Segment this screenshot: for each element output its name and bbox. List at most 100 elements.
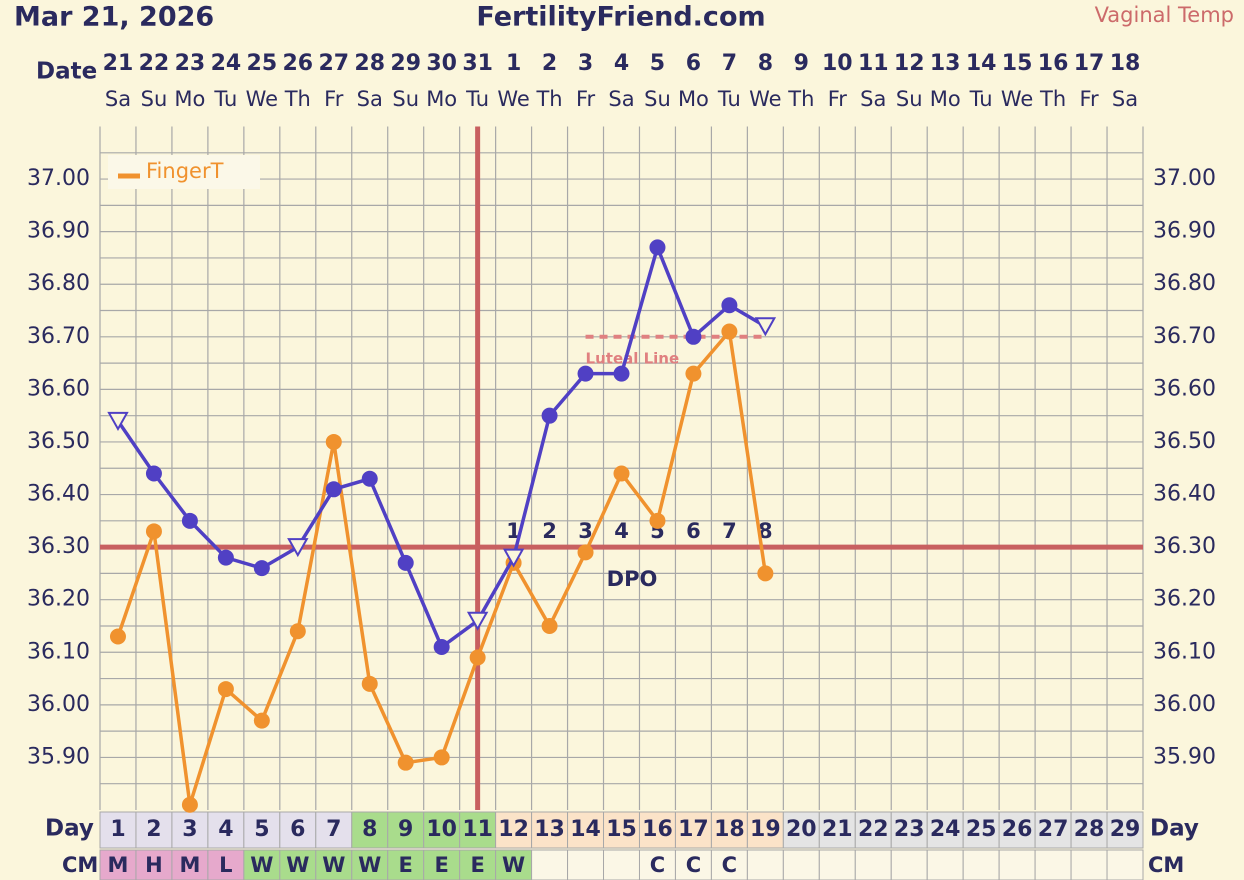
weekday-label: We bbox=[1001, 87, 1033, 111]
weekday-label: Fr bbox=[324, 87, 344, 111]
point-marker bbox=[397, 754, 414, 771]
day-cell bbox=[279, 811, 317, 849]
cm-value: E bbox=[434, 853, 448, 877]
weekday-label: We bbox=[497, 87, 529, 111]
day-number: 8 bbox=[362, 817, 377, 842]
day-number: 27 bbox=[1038, 817, 1069, 842]
cm-cell bbox=[854, 849, 892, 880]
date-label: 17 bbox=[1074, 51, 1105, 76]
point-marker bbox=[109, 628, 126, 645]
point-marker bbox=[433, 749, 450, 766]
point-marker bbox=[287, 538, 309, 558]
chart-date: Mar 21, 2026 bbox=[14, 2, 214, 33]
point-marker bbox=[181, 512, 198, 529]
weekday-label: Th bbox=[535, 87, 562, 111]
cm-cell bbox=[315, 849, 353, 880]
cm-cell bbox=[746, 849, 784, 880]
date-label: 14 bbox=[966, 51, 997, 76]
day-number: 28 bbox=[1074, 817, 1105, 842]
series-line bbox=[116, 327, 768, 806]
date-label: 30 bbox=[426, 51, 457, 76]
date-label: 10 bbox=[822, 51, 853, 76]
weekday-label: We bbox=[749, 87, 781, 111]
weekday-label: Tu bbox=[213, 87, 237, 111]
date-label: 8 bbox=[758, 51, 773, 76]
date-label: 13 bbox=[930, 51, 961, 76]
point-marker bbox=[466, 611, 489, 631]
point-marker bbox=[613, 465, 630, 482]
date-label: 16 bbox=[1038, 51, 1069, 76]
dpo-number: 4 bbox=[614, 519, 629, 543]
dpo-label: DPO bbox=[607, 567, 658, 591]
weekday-label: Tu bbox=[717, 87, 741, 111]
point-marker bbox=[217, 549, 234, 566]
weekday-label: Fr bbox=[1079, 87, 1099, 111]
point-marker bbox=[649, 239, 666, 256]
weekday-label: Th bbox=[284, 87, 311, 111]
day-number: 29 bbox=[1110, 817, 1141, 842]
y-tick-label: 36.80 bbox=[1153, 271, 1216, 296]
weekday-label: Mo bbox=[930, 87, 961, 111]
day-cell bbox=[135, 811, 173, 849]
date-label: 5 bbox=[650, 51, 665, 76]
cm-value: W bbox=[322, 853, 345, 877]
point-marker bbox=[469, 649, 486, 666]
date-label: 26 bbox=[282, 51, 313, 76]
cm-cell bbox=[567, 849, 605, 880]
cm-cell bbox=[962, 849, 1000, 880]
cm-cell bbox=[1070, 849, 1108, 880]
point-marker bbox=[181, 796, 198, 813]
weekday-label: Tu bbox=[969, 87, 993, 111]
y-tick-label: 36.90 bbox=[1153, 219, 1216, 244]
date-label: 21 bbox=[103, 51, 134, 76]
dpo-number: 3 bbox=[578, 519, 593, 543]
cm-cell bbox=[638, 849, 676, 880]
day-number: 19 bbox=[750, 817, 781, 842]
day-number: 9 bbox=[398, 817, 413, 842]
day-cell bbox=[926, 811, 964, 849]
point-marker bbox=[577, 544, 594, 561]
y-tick-label: 35.90 bbox=[27, 744, 90, 769]
weekday-label: Fr bbox=[576, 87, 596, 111]
day-number: 22 bbox=[858, 817, 889, 842]
cm-cell bbox=[171, 849, 209, 880]
legend-label: FingerT bbox=[146, 159, 224, 183]
cm-value: E bbox=[470, 853, 484, 877]
date-label: 9 bbox=[794, 51, 809, 76]
day-number: 18 bbox=[714, 817, 745, 842]
day-number: 14 bbox=[570, 817, 601, 842]
day-number: 16 bbox=[642, 817, 673, 842]
point-marker bbox=[577, 365, 594, 382]
day-cell bbox=[603, 811, 640, 849]
y-tick-label: 36.60 bbox=[1153, 376, 1216, 401]
point-marker bbox=[721, 323, 738, 340]
point-marker bbox=[253, 712, 270, 729]
date-label: 15 bbox=[1002, 51, 1033, 76]
cm-cell bbox=[1034, 849, 1072, 880]
point-marker bbox=[253, 560, 270, 577]
date-label: 23 bbox=[175, 51, 206, 76]
point-marker bbox=[757, 565, 774, 582]
day-number: 4 bbox=[218, 817, 233, 842]
day-cell bbox=[423, 811, 461, 849]
y-tick-label: 36.70 bbox=[1153, 324, 1216, 349]
day-cell bbox=[638, 811, 676, 849]
y-tick-label: 36.50 bbox=[1153, 429, 1216, 454]
weekday-label: We bbox=[246, 87, 278, 111]
weekday-label: Fr bbox=[828, 87, 848, 111]
day-number: 20 bbox=[786, 817, 817, 842]
point-marker bbox=[685, 328, 702, 345]
y-tick-label: 36.00 bbox=[27, 692, 90, 717]
date-label: 12 bbox=[894, 51, 925, 76]
y-tick-label: 36.00 bbox=[1153, 692, 1216, 717]
point-marker bbox=[721, 297, 738, 314]
point-marker bbox=[325, 481, 342, 498]
dpo-number: 7 bbox=[722, 519, 737, 543]
y-tick-label: 35.90 bbox=[1153, 744, 1216, 769]
day-label: Day bbox=[45, 816, 94, 842]
y-tick-label: 37.00 bbox=[1153, 166, 1216, 191]
point-marker bbox=[502, 548, 525, 568]
point-marker bbox=[145, 523, 162, 540]
day-number: 25 bbox=[966, 817, 997, 842]
date-label: 22 bbox=[139, 51, 170, 76]
